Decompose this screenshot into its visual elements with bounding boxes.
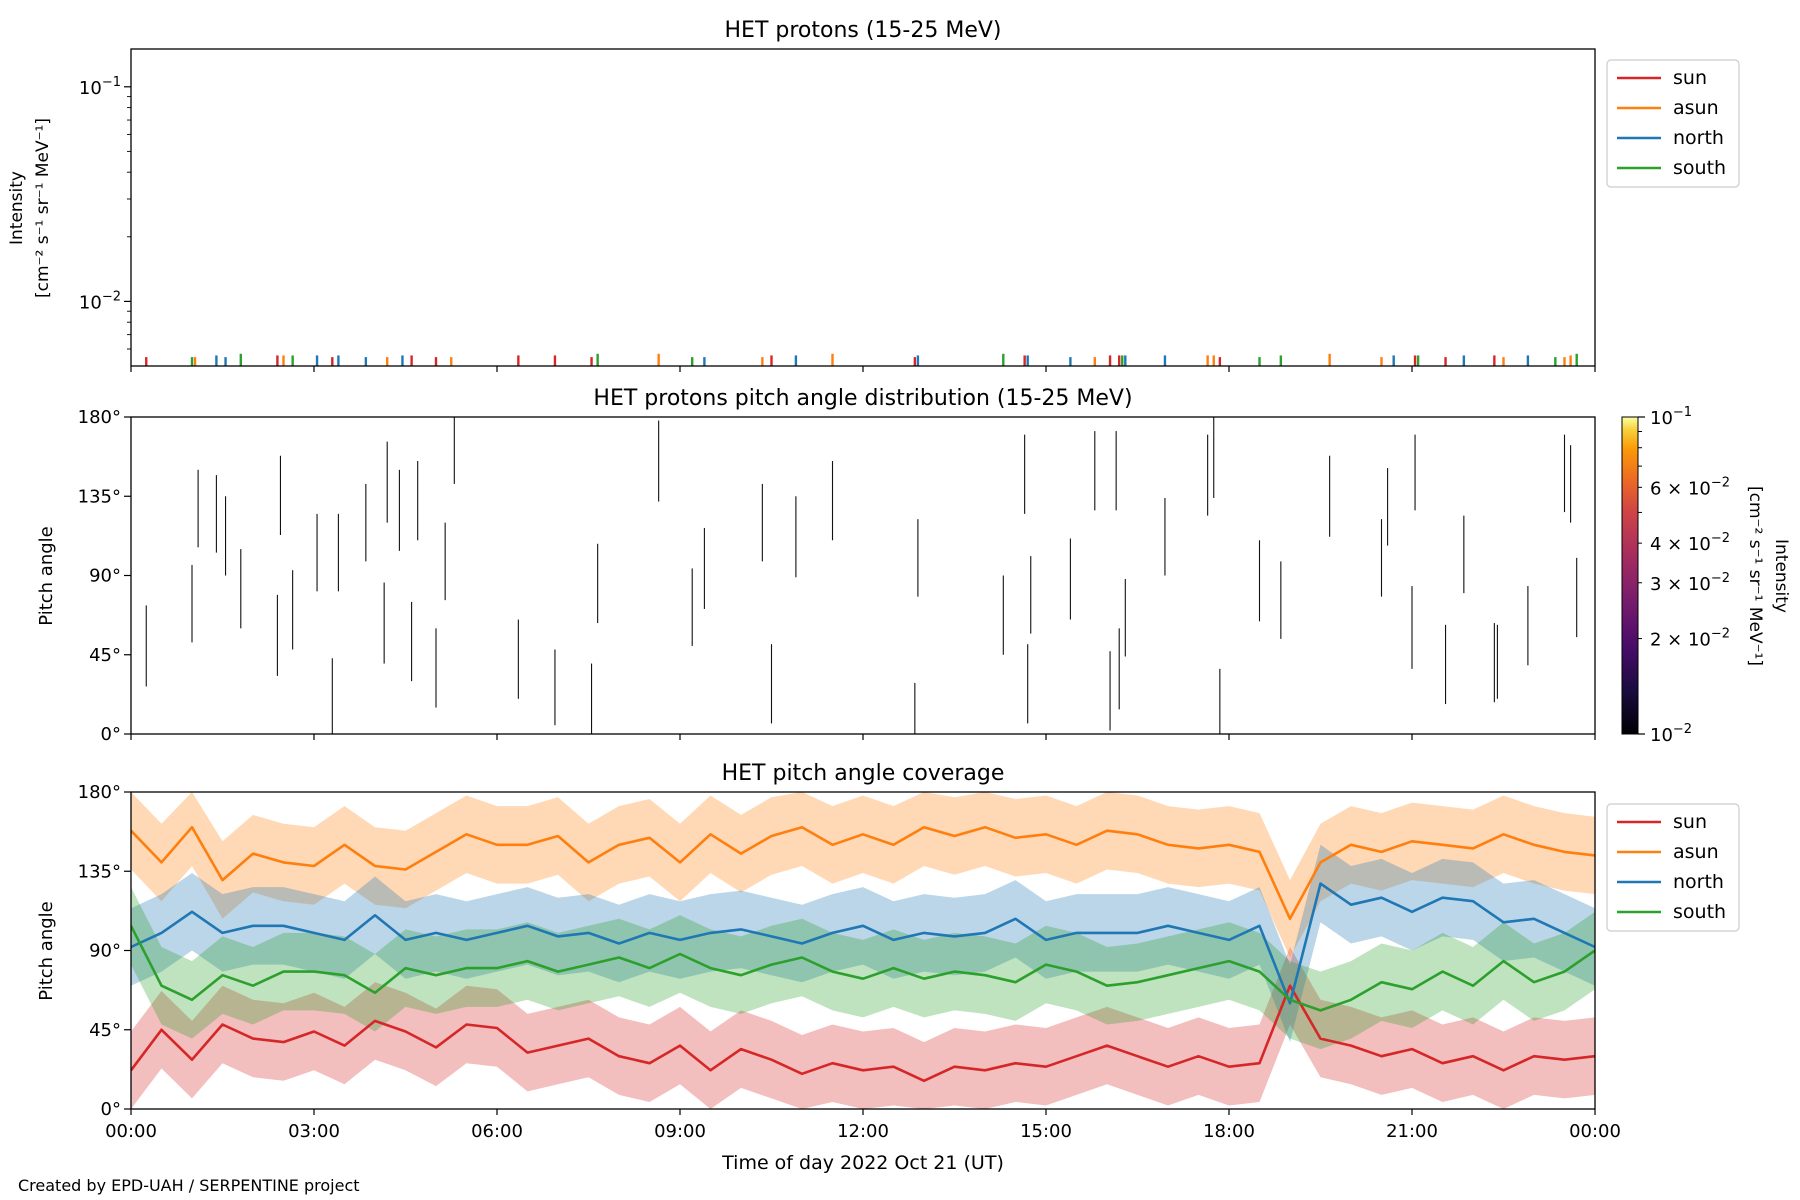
coverage-x-axis: 00:00 03:00 06:00 09:00 12:00 15:00 18:00 21:00… — [105, 1109, 1621, 1142]
distribution-ytick-label: 45° — [89, 645, 121, 666]
intensity-legend-label-sun: sun — [1673, 67, 1707, 89]
distribution-ytick-label: 135° — [78, 486, 121, 507]
intensity-ylabel-line1: Intensity — [7, 171, 27, 245]
distribution-y-axis: 0° 45° 90° 135° 180° — [78, 407, 131, 745]
coverage-y-axis: 0° 45° 90° 135° 180° — [78, 782, 131, 1120]
coverage-lines — [131, 825, 1595, 1083]
colorbar-tick-label: 10−1 — [1650, 405, 1692, 429]
distribution-ylabel: Pitch angle — [36, 526, 57, 625]
coverage-ytick-label: 180° — [78, 782, 121, 803]
credit-text: Created by EPD-UAH / SERPENTINE project — [18, 1176, 360, 1195]
x-tick-label: 03:00 — [288, 1121, 340, 1142]
colorbar-minor-tick-label: 6 × 10−2 — [1650, 475, 1730, 499]
x-tick-label: 15:00 — [1020, 1121, 1072, 1142]
coverage-panel-title: HET pitch angle coverage — [722, 761, 1005, 786]
distribution-x-ticks — [130, 734, 1596, 740]
intensity-event-marks — [145, 353, 1578, 366]
coverage-band-north — [131, 844, 1595, 1043]
coverage-bands — [131, 792, 1595, 1109]
coverage-legend-label-north: north — [1673, 871, 1724, 893]
intensity-ytick-label: 10−2 — [79, 289, 121, 313]
colorbar-ticks: 10−1 10−2 6 × 10−2 4 × 10−2 3 × 10−2 2 × 10−2 — [1638, 405, 1730, 746]
intensity-y-axis: 10−1 10−2 — [79, 75, 131, 350]
intensity-panel: HET protons (15-25 MeV) 10−1 10−2 Intensi… — [7, 18, 1740, 372]
pitch-angle-distribution-panel: HET protons pitch angle distribution (15… — [36, 386, 1791, 746]
intensity-x-ticks — [130, 366, 1596, 372]
coverage-ytick-label: 135° — [78, 861, 121, 882]
coverage-legend-label-south: south — [1673, 901, 1726, 923]
coverage-line-sun — [131, 984, 1595, 1083]
intensity-legend-label-north: north — [1673, 127, 1724, 149]
intensity-axes-frame — [130, 48, 1596, 367]
colorbar-minor-tick-label: 2 × 10−2 — [1650, 627, 1730, 651]
coverage-legend: sun asun north south — [1606, 803, 1740, 932]
distribution-plot-area — [145, 417, 1578, 734]
coverage-plot-area — [131, 792, 1595, 1109]
colorbar: 10−1 10−2 6 × 10−2 4 × 10−2 3 × 10−2 2 × 10−2… — [1621, 405, 1791, 746]
x-tick-label: 18:00 — [1203, 1121, 1255, 1142]
distribution-ytick-label: 180° — [78, 407, 121, 428]
coverage-band-asun — [131, 792, 1595, 958]
coverage-legend-frame — [1606, 803, 1740, 932]
coverage-band-south — [131, 887, 1595, 1050]
intensity-legend: sun asun north south — [1606, 59, 1740, 188]
intensity-panel-title: HET protons (15-25 MeV) — [725, 18, 1002, 43]
colorbar-minor-tick-label: 3 × 10−2 — [1650, 571, 1730, 595]
intensity-ytick-label: 10−1 — [79, 75, 121, 99]
coverage-line-asun — [131, 825, 1595, 921]
x-axis-label: Time of day 2022 Oct 21 (UT) — [721, 1152, 1004, 1174]
x-tick-label: 06:00 — [471, 1121, 523, 1142]
coverage-ylabel: Pitch angle — [36, 901, 57, 1000]
coverage-ytick-label: 45° — [89, 1020, 121, 1041]
x-tick-label: 00:00 — [1569, 1121, 1621, 1142]
coverage-band-sun — [131, 947, 1595, 1109]
distribution-panel-title: HET protons pitch angle distribution (15… — [593, 386, 1132, 411]
coverage-legend-label-sun: sun — [1673, 811, 1707, 833]
colorbar-tick-label: 10−2 — [1650, 722, 1692, 746]
x-tick-label: 12:00 — [837, 1121, 889, 1142]
x-tick-label: 09:00 — [654, 1121, 706, 1142]
coverage-ytick-label: 90° — [89, 941, 121, 962]
coverage-legend-label-asun: asun — [1673, 841, 1719, 863]
intensity-plot-area — [145, 353, 1578, 366]
x-tick-label: 21:00 — [1386, 1121, 1438, 1142]
coverage-panel: HET pitch angle coverage 0° 45° 90° 135° 180… — [36, 761, 1740, 1174]
distribution-axes-frame — [130, 416, 1596, 735]
intensity-legend-label-asun: asun — [1673, 97, 1719, 119]
colorbar-label-line1: Intensity — [1771, 539, 1791, 613]
colorbar-label-line2: [cm⁻² s⁻¹ sr⁻¹ MeV⁻¹] — [1745, 486, 1765, 666]
colorbar-minor-tick-label: 4 × 10−2 — [1650, 531, 1730, 555]
coverage-line-south — [131, 925, 1595, 1012]
coverage-line-north — [131, 882, 1595, 1005]
distribution-ytick-label: 0° — [101, 724, 121, 745]
coverage-ytick-label: 0° — [101, 1099, 121, 1120]
x-tick-label: 00:00 — [105, 1121, 157, 1142]
intensity-ylabel-line2: [cm⁻² s⁻¹ sr⁻¹ MeV⁻¹] — [33, 118, 53, 298]
distribution-segments — [145, 417, 1578, 734]
colorbar-gradient — [1621, 416, 1639, 735]
intensity-legend-label-south: south — [1673, 157, 1726, 179]
intensity-legend-frame — [1606, 59, 1740, 188]
distribution-ytick-label: 90° — [89, 566, 121, 587]
